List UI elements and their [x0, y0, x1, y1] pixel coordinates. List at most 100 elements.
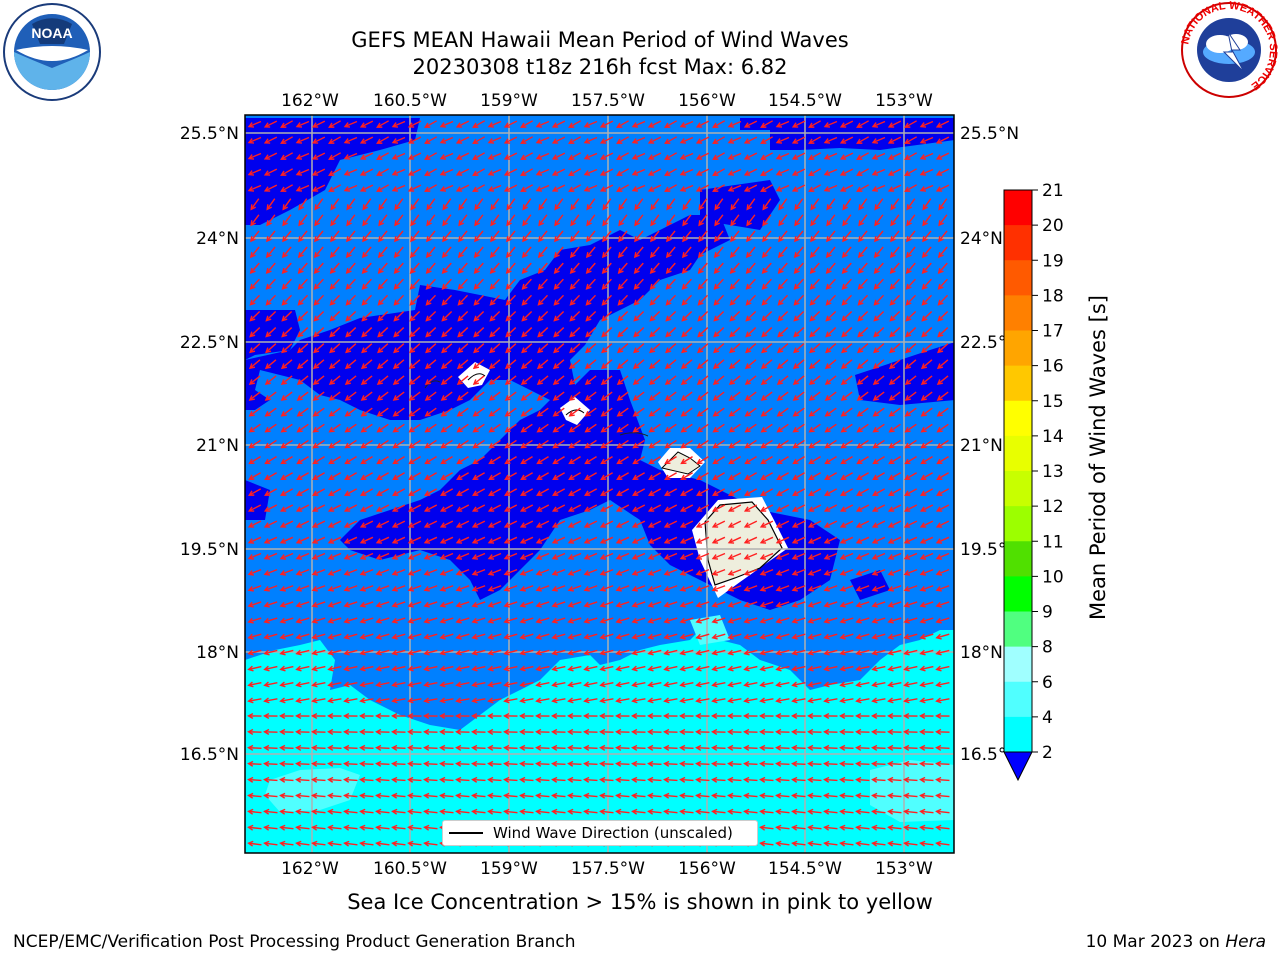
wind-wave-arrowhead — [279, 601, 286, 608]
wind-wave-arrowhead — [631, 570, 639, 576]
wind-wave-arrow — [872, 520, 886, 528]
wind-wave-arrowhead — [391, 538, 399, 544]
wind-wave-arrowhead — [471, 808, 478, 815]
wind-wave-arrowhead — [791, 792, 798, 799]
wind-wave-arrowhead — [824, 442, 831, 449]
wind-wave-arrow — [440, 649, 454, 655]
wind-wave-arrow — [681, 407, 693, 417]
wind-wave-arrow — [520, 778, 534, 782]
wind-wave-arrow — [489, 327, 501, 337]
wind-wave-arrowhead — [649, 251, 656, 259]
wind-wave-arrowhead — [391, 824, 398, 831]
wind-wave-arrowhead — [503, 522, 511, 528]
wind-wave-arrowhead — [279, 808, 286, 815]
wind-wave-arrow — [520, 601, 534, 607]
wind-wave-arrowhead — [727, 649, 734, 656]
wind-wave-arrowhead — [839, 792, 846, 799]
wind-wave-arrowhead — [279, 728, 286, 735]
wind-wave-arrowhead — [615, 617, 622, 624]
wind-wave-arrowhead — [823, 824, 830, 831]
wind-wave-arrowhead — [407, 808, 414, 815]
wind-wave-arrow — [665, 310, 677, 322]
wind-wave-arrowhead — [392, 395, 399, 401]
wind-wave-arrowhead — [823, 633, 830, 640]
wind-wave-arrowhead — [263, 760, 270, 767]
wind-wave-arrowhead — [536, 474, 543, 480]
wind-wave-arrow — [921, 359, 933, 369]
wind-wave-arrowhead — [711, 617, 718, 624]
wind-wave-arrow — [424, 665, 438, 671]
wind-wave-arrowhead — [407, 697, 414, 704]
wind-wave-arrowhead — [664, 170, 671, 176]
wind-wave-arrowhead — [487, 138, 495, 144]
wind-wave-arrow — [393, 359, 405, 369]
wind-wave-arrowhead — [345, 267, 352, 274]
wind-wave-arrow — [344, 585, 358, 591]
wind-wave-arrowhead — [281, 283, 288, 290]
wind-wave-arrowhead — [936, 379, 943, 385]
wind-wave-arrowhead — [730, 204, 737, 211]
wind-wave-arrow — [632, 520, 646, 528]
wind-wave-arrowhead — [935, 538, 943, 544]
wind-wave-arrow — [520, 136, 534, 144]
wind-wave-arrowhead — [520, 410, 527, 417]
wind-wave-arrowhead — [761, 347, 768, 354]
wind-wave-arrowhead — [760, 170, 767, 176]
wind-wave-arrow — [313, 391, 325, 401]
wind-wave-arrowhead — [295, 697, 302, 704]
wind-wave-arrowhead — [375, 712, 382, 719]
wind-wave-arrowhead — [343, 170, 351, 176]
wind-wave-arrow — [264, 794, 278, 798]
wind-wave-arrow — [697, 375, 709, 385]
wind-wave-arrowhead — [471, 617, 478, 624]
wind-wave-arrow — [522, 230, 532, 242]
wind-wave-arrow — [425, 359, 437, 369]
wind-wave-arrow — [856, 682, 870, 686]
wind-wave-arrowhead — [647, 712, 654, 719]
wind-wave-arrowhead — [311, 840, 318, 847]
wind-wave-arrow — [568, 649, 582, 655]
wind-wave-arrow — [841, 391, 853, 401]
wind-wave-arrowhead — [727, 712, 734, 719]
wind-wave-arrowhead — [618, 220, 624, 227]
wind-wave-arrowhead — [887, 681, 894, 688]
wind-wave-arrowhead — [680, 363, 688, 370]
wind-wave-arrow — [456, 184, 470, 192]
wind-wave-arrowhead — [535, 538, 543, 544]
wind-wave-arrowhead — [744, 458, 751, 465]
wind-wave-arrowhead — [615, 728, 622, 735]
wind-wave-arrow — [408, 520, 422, 528]
wind-wave-arrow — [426, 262, 436, 274]
wind-wave-arrowhead — [922, 220, 928, 227]
wind-wave-arrow — [809, 310, 821, 322]
wind-wave-arrowhead — [455, 633, 462, 640]
wind-wave-arrow — [377, 327, 389, 337]
wind-wave-arrow — [472, 747, 486, 749]
wind-wave-arrowhead — [856, 442, 863, 449]
wind-wave-arrowhead — [248, 410, 255, 417]
wind-wave-arrowhead — [568, 458, 575, 465]
wind-wave-arrowhead — [775, 649, 782, 656]
wind-wave-arrow — [729, 439, 741, 449]
wind-wave-arrow — [841, 472, 853, 480]
wind-wave-arrow — [616, 601, 630, 607]
wind-wave-arrowhead — [455, 570, 463, 576]
wind-wave-arrow — [504, 120, 518, 128]
wind-wave-arrow — [280, 649, 294, 655]
wind-wave-arrowhead — [439, 744, 446, 751]
wind-wave-arrowhead — [520, 474, 527, 480]
wind-wave-arrow — [328, 504, 342, 512]
wind-wave-arrow — [648, 585, 662, 591]
wind-wave-arrow — [681, 472, 693, 480]
wind-wave-arrow — [697, 439, 709, 449]
wind-wave-arrow — [489, 407, 501, 417]
wind-wave-arrowhead — [408, 426, 415, 433]
wind-wave-arrow — [632, 778, 646, 782]
wind-wave-arrow — [826, 198, 836, 210]
wind-wave-arrow — [696, 649, 710, 655]
wind-wave-arrowhead — [664, 154, 671, 160]
wind-wave-arrowhead — [600, 458, 607, 465]
wind-wave-arrowhead — [409, 251, 416, 259]
wind-wave-arrow — [360, 747, 374, 749]
wind-wave-arrowhead — [743, 601, 750, 608]
